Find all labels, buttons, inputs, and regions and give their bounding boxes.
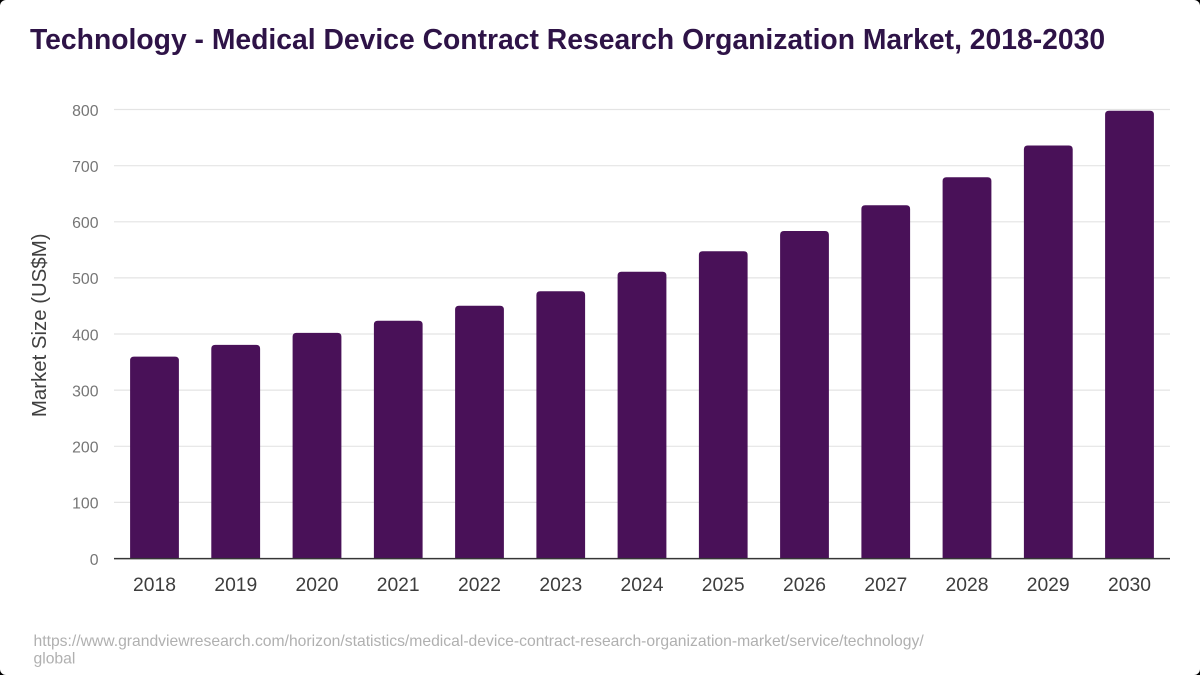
svg-text:2027: 2027 [864,575,907,596]
svg-text:2020: 2020 [296,575,339,596]
svg-text:2024: 2024 [621,575,664,596]
svg-text:2022: 2022 [458,575,501,596]
svg-text:2028: 2028 [946,575,989,596]
svg-text:2018: 2018 [133,575,176,596]
svg-text:2030: 2030 [1108,575,1151,596]
svg-text:2029: 2029 [1027,575,1070,596]
svg-text:100: 100 [72,496,99,513]
svg-text:400: 400 [72,327,99,344]
svg-text:Market Size (US$M): Market Size (US$M) [29,234,51,418]
svg-text:2019: 2019 [214,575,257,596]
svg-text:2026: 2026 [783,575,826,596]
svg-text:800: 800 [72,103,99,120]
svg-text:2021: 2021 [377,575,420,596]
svg-text:global: global [34,650,76,667]
svg-text:200: 200 [72,440,99,457]
svg-text:https://www.grandviewresearch.: https://www.grandviewresearch.com/horizo… [34,633,925,650]
svg-text:700: 700 [72,159,99,176]
svg-text:2025: 2025 [702,575,745,596]
svg-text:600: 600 [72,215,99,232]
svg-text:Technology - Medical Device Co: Technology - Medical Device Contract Res… [30,23,1105,55]
svg-text:0: 0 [90,552,99,569]
svg-text:2023: 2023 [539,575,582,596]
svg-text:300: 300 [72,383,99,400]
svg-text:500: 500 [72,271,99,288]
